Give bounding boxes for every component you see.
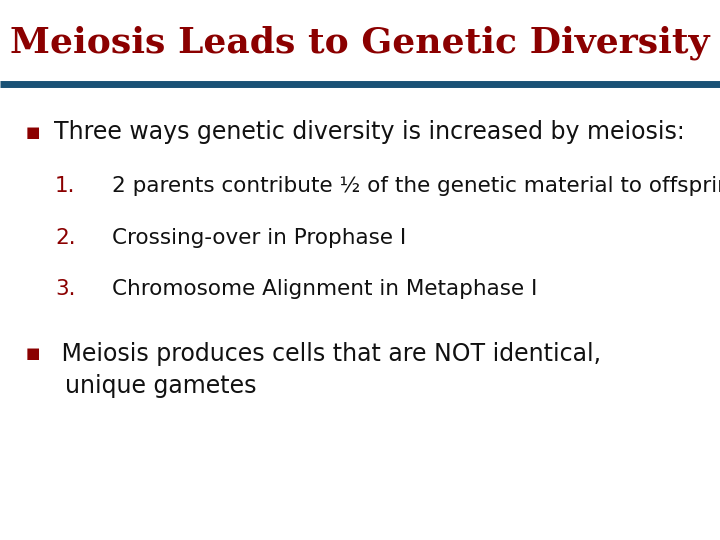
- Text: Three ways genetic diversity is increased by meiosis:: Three ways genetic diversity is increase…: [54, 120, 685, 144]
- Text: Meiosis produces cells that are NOT identical,: Meiosis produces cells that are NOT iden…: [54, 342, 601, 366]
- Text: ■: ■: [25, 125, 40, 140]
- Text: 2.: 2.: [55, 227, 76, 248]
- Text: Meiosis Leads to Genetic Diversity: Meiosis Leads to Genetic Diversity: [10, 26, 710, 60]
- Text: 3.: 3.: [55, 279, 76, 299]
- Text: 2 parents contribute ½ of the genetic material to offspring: 2 parents contribute ½ of the genetic ma…: [112, 176, 720, 197]
- Text: 1.: 1.: [55, 176, 76, 197]
- Text: Crossing-over in Prophase I: Crossing-over in Prophase I: [112, 227, 406, 248]
- Text: Chromosome Alignment in Metaphase I: Chromosome Alignment in Metaphase I: [112, 279, 537, 299]
- Text: unique gametes: unique gametes: [65, 374, 256, 398]
- Text: ■: ■: [25, 346, 40, 361]
